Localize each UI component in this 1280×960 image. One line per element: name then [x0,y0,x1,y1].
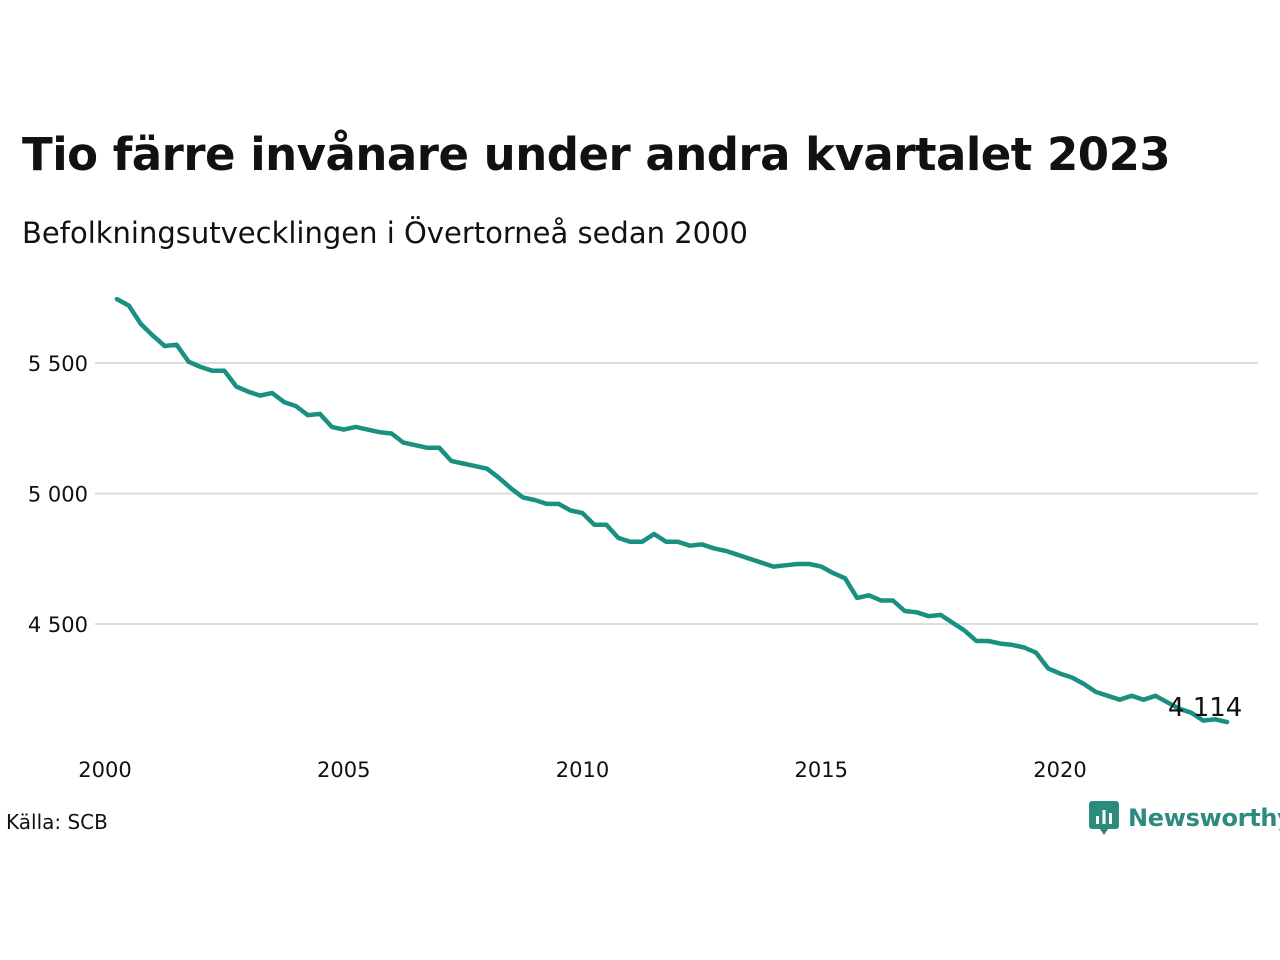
x-tick-label: 2005 [317,758,370,782]
x-tick-label: 2015 [795,758,848,782]
x-axis-ticks: 2000 2005 2010 2015 2020 [78,758,1086,782]
x-tick-label: 2000 [78,758,131,782]
brand-name: Newsworthy [1128,804,1280,832]
end-value-label: 4 114 [1168,693,1242,723]
source-note: Källa: SCB [6,810,108,834]
y-tick-label: 5 000 [28,483,88,507]
chart-subtitle: Befolkningsutvecklingen i Övertorneå sed… [22,216,749,250]
x-tick-label: 2010 [556,758,609,782]
chart-title: Tio färre invånare under andra kvartalet… [22,128,1171,181]
newsworthy-logo: Newsworthy [1088,800,1280,836]
y-tick-label: 4 500 [28,613,88,637]
x-tick-label: 2020 [1033,758,1086,782]
y-tick-label: 5 500 [28,352,88,376]
grid-lines [95,362,1258,625]
chart-bubble-icon [1089,801,1119,835]
population-line [114,296,1230,725]
y-axis-ticks: 4 500 5 000 5 500 [28,352,88,637]
